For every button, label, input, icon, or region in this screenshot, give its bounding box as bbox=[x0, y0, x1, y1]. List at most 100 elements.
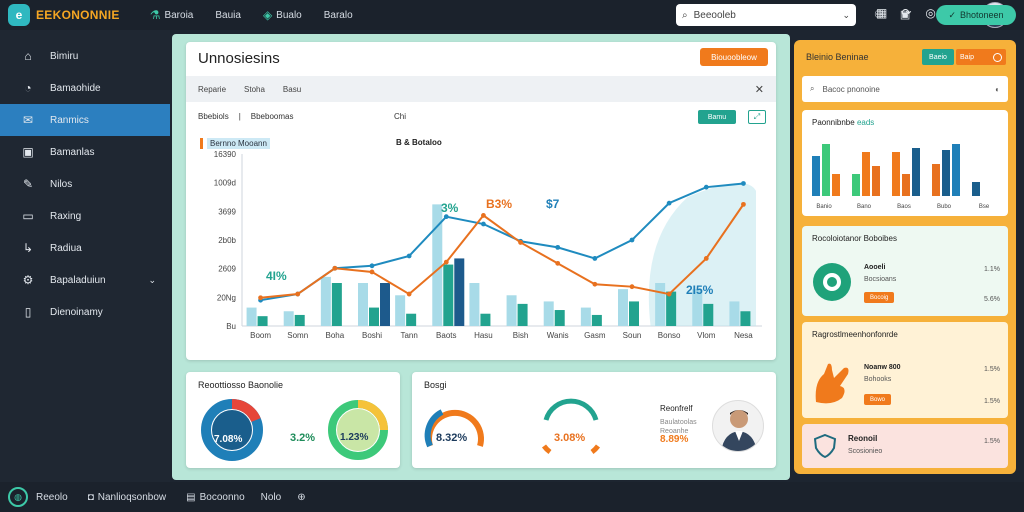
topnav-item-4[interactable]: Baralo bbox=[324, 10, 353, 21]
x-tick-label: Hasu bbox=[474, 331, 493, 340]
toggle-icon bbox=[993, 52, 1002, 62]
sidebar-item-label: Nilos bbox=[50, 178, 73, 190]
sidebar-item-label: Raxing bbox=[50, 210, 82, 222]
peach-info-card: Ragrostlmeenhonfonrde Noanw 800 Bohooks … bbox=[802, 322, 1008, 418]
x-tick-label: Bish bbox=[513, 331, 529, 340]
mini-bar bbox=[862, 152, 870, 196]
chart-bar bbox=[703, 303, 714, 326]
sub-tabs: Reparie Stoha Basu ✕ bbox=[186, 76, 776, 102]
filter-3[interactable]: Chi bbox=[394, 112, 407, 121]
gauge-chart-1 bbox=[424, 409, 484, 448]
page-title: Unnosiesins bbox=[198, 50, 280, 67]
bottom-item-3[interactable]: Nolo ⊕ bbox=[261, 492, 306, 503]
bottom-brand[interactable]: Reeolo bbox=[36, 491, 68, 503]
sidebar-item-9[interactable]: ▯ Dienoinamy bbox=[0, 296, 170, 328]
bottom-item-label: Bocoonno bbox=[199, 491, 245, 503]
chart-bar bbox=[246, 307, 257, 326]
tab-2[interactable]: Stoha bbox=[244, 84, 265, 94]
series-point bbox=[592, 256, 598, 261]
export-button[interactable]: Biouoobleow bbox=[700, 48, 768, 66]
home-icon: ⌂ bbox=[24, 49, 32, 63]
mini-bar-title-text: Paonnibnbe bbox=[812, 118, 855, 127]
refresh-icon[interactable]: ⟳ bbox=[901, 6, 912, 20]
filter-row: Bbebiols | Bbeboomas bbox=[198, 112, 293, 121]
tab-1[interactable]: Reparie bbox=[198, 84, 227, 94]
green-info-card: Rocoloiotanor Boboibes Aooeli Bocsioans … bbox=[802, 226, 1008, 316]
sidebar-item-5[interactable]: ✎ Nilos bbox=[0, 168, 170, 200]
y-tick-label: 16390 bbox=[214, 150, 237, 159]
sidebar-item-6[interactable]: ▭ Raxing bbox=[0, 200, 170, 232]
profile-avatar[interactable] bbox=[712, 400, 764, 452]
filter-1[interactable]: Bbebiols bbox=[198, 112, 229, 121]
bottom-action-button[interactable]: ✓ Bhotoneen bbox=[936, 5, 1016, 25]
mini-bar bbox=[832, 174, 840, 196]
series-point bbox=[555, 260, 561, 266]
sidebar-item-3[interactable]: ✉ Ranmics bbox=[0, 104, 170, 136]
chart-bar bbox=[629, 301, 639, 326]
app-logo[interactable]: e EEKONONNIE bbox=[8, 4, 120, 26]
bottom-item-2[interactable]: ▤ Bocoonno bbox=[186, 492, 245, 503]
x-tick-label: Boshi bbox=[362, 331, 382, 340]
network-icon[interactable]: ⚇ bbox=[874, 9, 884, 21]
chart-bar bbox=[729, 301, 740, 326]
tab-3[interactable]: Basu bbox=[282, 84, 302, 94]
gauge-chart-2 bbox=[541, 398, 601, 455]
series-point bbox=[406, 291, 412, 297]
sidebar-item-4[interactable]: ▣ Bamanlas bbox=[0, 136, 170, 168]
mini-bar-chart: Banio Bano Baos Bubo Bse bbox=[812, 144, 990, 210]
green-card-title: Rocoloiotanor Boboibes bbox=[812, 234, 897, 243]
y-tick-label: 1009d bbox=[214, 179, 236, 188]
chart-apply-button[interactable]: Bamu bbox=[698, 110, 736, 124]
bottom-item-1[interactable]: ◘ Nanlioqsonbow bbox=[88, 492, 166, 503]
series-point bbox=[518, 240, 523, 245]
mini-bar-label: Banio bbox=[816, 204, 832, 210]
chart-bar bbox=[406, 313, 417, 326]
topnav-item-1[interactable]: ⚗ Baroia bbox=[150, 8, 194, 22]
green-card-pill[interactable]: Bocoig bbox=[864, 292, 895, 303]
search-input[interactable]: ⌕ Beeooleb ⌄ bbox=[676, 4, 856, 26]
chart-bar bbox=[331, 283, 342, 326]
chart-bar bbox=[358, 283, 368, 326]
legend-label: Bernno Mooann bbox=[207, 138, 270, 149]
y-tick-label: 20Ng bbox=[217, 293, 236, 302]
chevron-down-icon: ⌄ bbox=[842, 9, 850, 20]
y-tick-label: 3699 bbox=[218, 207, 236, 216]
sidebar-item-8[interactable]: ⚙ Bapaladuiun ⌄ bbox=[0, 264, 170, 296]
topnav-item-3[interactable]: ◈ Bualo bbox=[263, 8, 302, 22]
logo-mark: e bbox=[8, 4, 30, 26]
topnav-label: Baralo bbox=[323, 9, 353, 21]
sidebar-item-7[interactable]: ↳ Radiua bbox=[0, 232, 170, 264]
grid-icon[interactable]: ▦ bbox=[876, 6, 888, 20]
pink-card-sub: Scosionieo bbox=[848, 448, 883, 455]
series-point bbox=[592, 281, 598, 287]
filter-2[interactable]: Bbeboomas bbox=[250, 112, 294, 121]
peach-card-pill[interactable]: Bowo bbox=[864, 394, 892, 405]
right-tab-1[interactable]: Baeio bbox=[922, 49, 954, 65]
right-tab-2[interactable]: Baip bbox=[956, 49, 1006, 65]
chart-bar bbox=[655, 283, 666, 326]
brand-icon[interactable]: ◍ bbox=[8, 487, 28, 507]
sidebar-item-label: Radiua bbox=[50, 242, 82, 254]
sidebar-item-label: Bamanlas bbox=[50, 146, 95, 158]
top-bar: e EEKONONNIE ⚗ Baroia Bauia ◈ Bualo Baralo bbox=[0, 0, 1024, 30]
sidebar-item-2[interactable]: ◔ Bamaohide bbox=[0, 72, 170, 104]
mail-icon: ✉ bbox=[22, 113, 34, 127]
mic-icon[interactable]: ◐ bbox=[995, 84, 1000, 94]
close-icon[interactable]: ✕ bbox=[754, 83, 764, 96]
calendar-icon: ▣ bbox=[22, 145, 34, 159]
chart-bar bbox=[618, 289, 628, 326]
bell-icon[interactable]: ◎ bbox=[925, 6, 936, 20]
sidebar-item-1[interactable]: ⌂ Bimiru bbox=[0, 40, 170, 72]
right-search-input[interactable]: ⌕ Bacoc pnonoine ◐ bbox=[802, 76, 1008, 102]
chart-bar bbox=[320, 276, 331, 326]
series-point bbox=[666, 200, 672, 206]
legend-item-1: Bernno Mooann bbox=[200, 138, 270, 149]
x-tick-label: Vlom bbox=[697, 331, 716, 340]
expand-icon[interactable]: ⤢ bbox=[748, 110, 766, 124]
green-card-value-2: 5.6% bbox=[984, 296, 1000, 303]
chart-bar bbox=[432, 204, 443, 326]
window-icon[interactable]: ▣ bbox=[899, 9, 911, 21]
topnav-item-2[interactable]: Bauia bbox=[215, 10, 241, 21]
series-point bbox=[629, 284, 635, 290]
chart-bar bbox=[580, 307, 591, 326]
